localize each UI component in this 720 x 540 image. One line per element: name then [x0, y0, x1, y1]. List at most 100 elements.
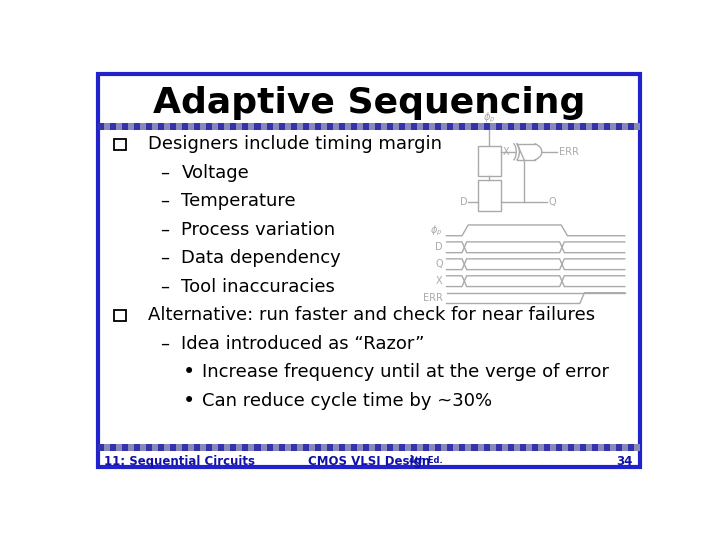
Bar [225, 444, 230, 451]
Text: CMOS VLSI Design: CMOS VLSI Design [308, 455, 430, 468]
Bar [327, 123, 333, 130]
Text: Alternative: run faster and check for near failures: Alternative: run faster and check for ne… [148, 306, 595, 324]
Bar [225, 123, 230, 130]
Bar [236, 123, 243, 130]
Bar [230, 444, 236, 451]
Bar [114, 309, 126, 321]
Text: –: – [160, 220, 168, 239]
Text: –: – [160, 249, 168, 267]
Text: –: – [160, 164, 168, 181]
Bar [128, 123, 134, 130]
Text: ERR: ERR [559, 147, 579, 157]
Text: $\phi_p$: $\phi_p$ [483, 111, 495, 125]
Bar [520, 444, 526, 451]
Bar [375, 444, 381, 451]
Bar [381, 123, 387, 130]
Text: –: – [160, 335, 168, 353]
Bar [279, 123, 284, 130]
Bar [206, 123, 212, 130]
Bar [490, 444, 495, 451]
Bar [104, 444, 110, 451]
Bar [297, 123, 302, 130]
Bar [261, 444, 266, 451]
Text: Process variation: Process variation [181, 220, 336, 239]
Bar [230, 123, 236, 130]
Bar [212, 123, 218, 130]
Bar [580, 123, 586, 130]
Bar [327, 444, 333, 451]
Bar [399, 123, 405, 130]
Bar [459, 123, 465, 130]
Bar [477, 444, 484, 451]
Text: •: • [183, 362, 195, 382]
Bar [495, 123, 502, 130]
Bar [200, 123, 206, 130]
Bar [321, 444, 327, 451]
Bar [200, 444, 206, 451]
Text: Idea introduced as “Razor”: Idea introduced as “Razor” [181, 335, 425, 353]
Bar [411, 123, 417, 130]
Bar [604, 123, 610, 130]
Bar [423, 444, 429, 451]
Bar [405, 444, 411, 451]
Bar [261, 123, 266, 130]
Bar [465, 444, 472, 451]
Bar [146, 123, 152, 130]
Bar [266, 123, 273, 130]
Bar [568, 444, 574, 451]
Bar [345, 444, 351, 451]
Bar [616, 123, 622, 130]
Bar [206, 444, 212, 451]
Bar [387, 123, 393, 130]
Bar [315, 123, 321, 130]
Bar [447, 444, 454, 451]
Bar [454, 123, 459, 130]
Bar [556, 123, 562, 130]
Text: Designers include timing margin: Designers include timing margin [148, 135, 442, 153]
Bar [309, 444, 315, 451]
Bar [513, 444, 520, 451]
Bar [532, 444, 538, 451]
Bar [441, 444, 447, 451]
Text: 11: Sequential Circuits: 11: Sequential Circuits [104, 455, 255, 468]
Bar [634, 444, 640, 451]
Text: Q: Q [549, 197, 557, 207]
Text: Q: Q [435, 259, 443, 269]
Text: X: X [503, 147, 509, 157]
Bar [610, 444, 616, 451]
Bar [164, 444, 170, 451]
Bar [194, 444, 200, 451]
Bar [423, 123, 429, 130]
Bar [357, 444, 363, 451]
Text: 34: 34 [616, 455, 632, 468]
Bar [110, 123, 116, 130]
Bar [194, 123, 200, 130]
Bar [520, 123, 526, 130]
Bar [339, 444, 345, 451]
Bar [508, 123, 513, 130]
Bar [152, 123, 158, 130]
Bar [495, 444, 502, 451]
Bar [182, 444, 188, 451]
Bar [297, 444, 302, 451]
Bar [284, 444, 291, 451]
Bar [182, 123, 188, 130]
Bar [134, 123, 140, 130]
Bar [333, 444, 339, 451]
Bar [309, 123, 315, 130]
Bar [273, 123, 279, 130]
Bar [248, 123, 254, 130]
Text: Data dependency: Data dependency [181, 249, 341, 267]
Bar [122, 123, 128, 130]
Text: Can reduce cycle time by ~30%: Can reduce cycle time by ~30% [202, 392, 492, 409]
Text: –: – [160, 192, 168, 210]
Bar [176, 123, 182, 130]
Text: 4th Ed.: 4th Ed. [409, 456, 443, 465]
Bar [508, 444, 513, 451]
Bar [357, 123, 363, 130]
Bar [538, 444, 544, 451]
Bar [170, 123, 176, 130]
Bar [170, 444, 176, 451]
Bar [212, 444, 218, 451]
Bar [477, 180, 500, 211]
